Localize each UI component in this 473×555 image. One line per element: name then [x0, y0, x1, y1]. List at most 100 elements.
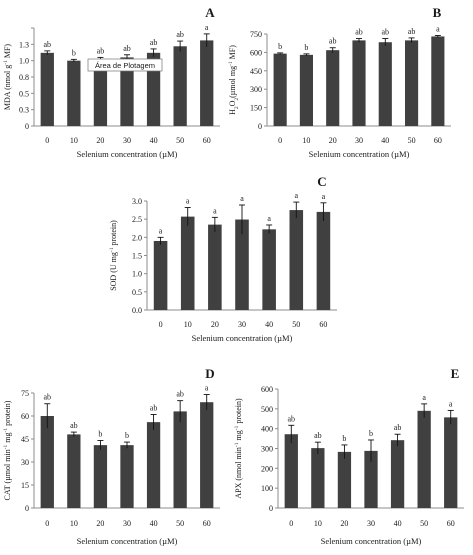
y-tick-label: 0	[25, 504, 29, 513]
y-axis-label-part: CAT (µmol min	[3, 449, 12, 500]
x-tick-label: 20	[211, 320, 219, 329]
y-axis-label-part: -1	[228, 61, 234, 66]
x-tick-label: 0	[45, 519, 49, 528]
bar	[208, 224, 222, 310]
significance-letter: b	[342, 434, 346, 443]
y-axis-label-part: protein)	[109, 220, 118, 248]
bar	[93, 445, 108, 508]
x-axis-label: Selenium concentration (µM)	[321, 536, 422, 546]
significance-letter: a	[205, 23, 209, 32]
y-tick-label: 2.0	[132, 233, 142, 242]
y-tick-label: 3.0	[132, 197, 142, 206]
significance-letter: ab	[97, 46, 105, 55]
chart-panel-e: 0 100 200 300 400 500 600 ab 0 ab 10 b 20 b 30 ab 40 a 50 a…	[234, 366, 464, 546]
significance-letter: a	[186, 197, 190, 206]
x-tick-label: 50	[292, 320, 300, 329]
x-tick-label: 60	[434, 136, 442, 145]
bar	[284, 434, 298, 508]
significance-letter: ab	[70, 421, 78, 430]
y-axis-label-part: -1	[234, 442, 240, 447]
significance-letter: b	[125, 431, 129, 440]
y-axis-label-part: mg	[3, 432, 12, 444]
significance-letter: ab	[408, 27, 416, 36]
significance-letter: b	[278, 42, 282, 51]
x-tick-label: 60	[203, 136, 211, 145]
x-tick-label: 10	[314, 519, 322, 528]
bar	[390, 440, 405, 508]
significance-letter: a	[436, 24, 440, 33]
y-axis-label-part: H	[228, 109, 237, 115]
significance-letter: ab	[355, 28, 363, 37]
x-tick-label: 30	[367, 519, 375, 528]
bar	[378, 42, 392, 126]
bar	[337, 451, 352, 508]
bar	[67, 60, 81, 126]
significance-letter: a	[267, 214, 271, 223]
bar	[200, 40, 214, 127]
significance-letter: a	[159, 226, 163, 235]
y-tick-label: 150	[250, 104, 262, 113]
x-tick-label: 50	[420, 519, 428, 528]
significance-letter: ab	[176, 30, 184, 39]
y-tick-label: 200	[261, 464, 273, 473]
x-tick-label: 0	[278, 136, 282, 145]
y-axis-label: APX (nmol min-1 mg-1 protein)	[234, 398, 243, 499]
x-tick-label: 30	[238, 320, 246, 329]
x-tick-label: 60	[447, 519, 455, 528]
significance-letter: ab	[176, 390, 184, 399]
y-tick-label: 400	[261, 425, 273, 434]
y-tick-label: 100	[261, 484, 273, 493]
y-tick-label: 750	[250, 30, 262, 39]
bar	[200, 402, 214, 508]
y-axis-label-part: O	[228, 100, 237, 106]
chart-panel-c: 0.0 0.5 1.0 1.5 2.0 2.5 3.0 a 0 a 10 a 20 a 30 a 40 a 50 a 6…	[109, 174, 337, 343]
y-tick-label: 1.5	[132, 252, 142, 261]
y-axis-label: CAT (µmol min-1 mg-1 protein)	[3, 400, 12, 500]
x-tick-label: 0	[289, 519, 293, 528]
x-tick-label: 40	[150, 136, 158, 145]
significance-letter: a	[322, 192, 326, 201]
significance-letter: a	[295, 191, 299, 200]
x-axis-label: Selenium concentration (µM)	[77, 149, 178, 159]
y-axis-label-part: protein)	[3, 400, 12, 428]
bar	[289, 210, 304, 310]
bar	[444, 417, 458, 508]
chart-panel-a: 0 0.3 0.5 0.8 1.0 1.3 ab 0 b 10 ab 20 ab 30 ab 40 ab 50 a 6…	[3, 5, 220, 159]
y-axis-label: MDA (nmol g-1 MF)	[3, 44, 12, 111]
x-tick-label: 60	[319, 320, 327, 329]
y-axis-label-part: -1	[3, 60, 9, 65]
panel-label: C	[317, 174, 326, 189]
x-tick-label: 30	[355, 136, 363, 145]
bar	[431, 36, 445, 126]
significance-letter: ab	[382, 28, 390, 37]
bar	[120, 57, 134, 126]
x-tick-label: 30	[123, 519, 131, 528]
tooltip-text: Área de Plotagem	[95, 61, 155, 70]
y-axis-label-part: mg	[234, 430, 243, 442]
y-tick-label: 45	[21, 435, 29, 444]
bar	[153, 240, 168, 310]
y-axis-label: H2O2(µmol mg-1 MF)	[228, 45, 240, 115]
y-tick-label: 600	[261, 385, 273, 394]
bar	[352, 40, 366, 127]
y-tick-label: 2.5	[132, 215, 142, 224]
bar	[67, 434, 81, 508]
y-tick-label: 600	[250, 48, 262, 57]
y-tick-label: 75	[21, 389, 29, 398]
x-axis-label: Selenium concentration (µM)	[309, 149, 410, 159]
bar	[417, 410, 431, 508]
significance-letter: a	[449, 399, 453, 408]
significance-letter: ab	[394, 423, 402, 432]
panel-label: A	[205, 5, 215, 20]
y-tick-label: 500	[261, 405, 273, 414]
y-axis-label-part: 2	[234, 106, 240, 109]
y-tick-label: 30	[21, 458, 29, 467]
y-tick-label: 15	[21, 481, 29, 490]
x-tick-label: 50	[176, 136, 184, 145]
significance-letter: ab	[150, 403, 158, 412]
plot-area-tooltip: Área de Plotagem	[87, 58, 163, 72]
significance-letter: ab	[288, 414, 296, 423]
y-axis-label-part: 2	[234, 98, 240, 101]
